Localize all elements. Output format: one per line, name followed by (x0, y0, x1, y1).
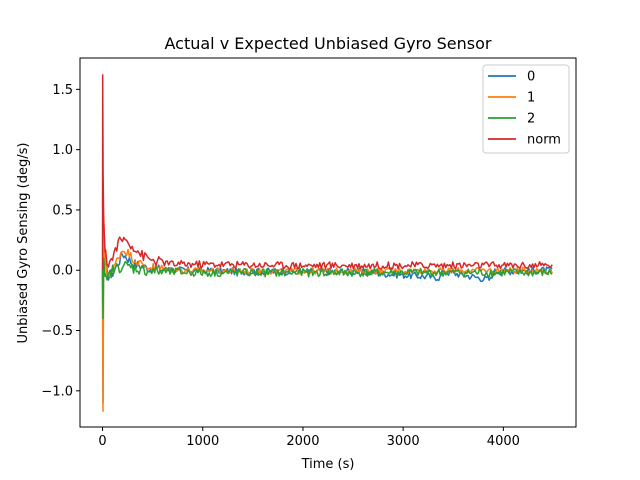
plot-series (101, 74, 553, 413)
legend: 0 1 2 norm (482, 64, 570, 154)
legend-label-1: 1 (527, 91, 535, 106)
y-axis-label: Unbiased Gyro Sensing (deg/s) (16, 143, 31, 344)
x-axis-label: Time (s) (301, 457, 355, 472)
x-tick-label: 3000 (387, 434, 420, 449)
x-ticks: 0 1000 2000 3000 4000 (98, 427, 520, 449)
legend-box (482, 64, 570, 154)
y-tick-label: 1.5 (52, 83, 73, 98)
legend-label-norm: norm (527, 133, 561, 148)
x-tick-label: 4000 (487, 434, 520, 449)
x-tick-label: 1000 (186, 434, 219, 449)
y-tick-label: 0.5 (52, 203, 73, 218)
y-tick-label: −1.0 (41, 384, 73, 399)
y-tick-label: 1.0 (52, 143, 73, 158)
chart-title: Actual v Expected Unbiased Gyro Sensor (165, 34, 492, 53)
series-line-norm (101, 74, 553, 271)
plot-frame (79, 57, 577, 428)
legend-label-0: 0 (527, 70, 535, 85)
legend-label-2: 2 (527, 112, 535, 127)
y-tick-label: 0.0 (52, 264, 73, 279)
series-line-2 (101, 257, 553, 320)
y-tick-label: −0.5 (41, 324, 73, 339)
y-ticks: −1.0 −0.5 0.0 0.5 1.0 1.5 (41, 83, 80, 399)
x-tick-label: 2000 (286, 434, 319, 449)
x-tick-label: 0 (98, 434, 106, 449)
